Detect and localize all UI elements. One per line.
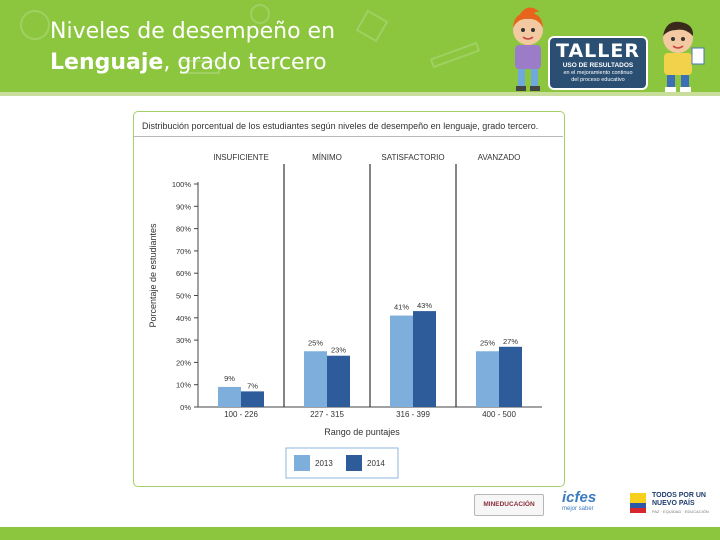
data-label: 41% [394,303,409,312]
x-tick-label: 400 - 500 [482,410,516,419]
title-bold: Lenguaje [50,50,164,75]
legend-swatch-2014 [346,455,362,471]
pais-line-1: TODOS POR UN [652,492,706,499]
legend-label: 2013 [315,459,333,468]
pais-line-2: NUEVO PAÍS [652,500,695,507]
mineducacion-text: MINEDUCACIÓN [483,501,535,508]
bar-2013 [476,351,499,407]
level-label: AVANZADO [478,153,521,162]
y-tick-label: 0% [180,403,191,412]
x-tick-label: 316 - 399 [396,410,430,419]
y-tick-label: 90% [176,202,191,211]
badge-description: en el mejoramiento continuo del proceso … [550,70,646,84]
data-label: 9% [224,374,235,383]
bar-2014 [413,311,436,407]
badge-subtitle: USO DE RESULTADOS [562,62,634,69]
data-label: 25% [308,338,323,347]
title-line-2: Lenguaje, grado tercero [50,47,430,78]
bar-2014 [241,391,264,407]
bar-2013 [390,315,413,407]
y-tick-label: 80% [176,225,191,234]
bar-chart: 0% 10% 20% 30% 40% 50% 60% 70% 80% 90% 100% Porcent… [148,153,542,479]
bar-2013 [218,386,241,407]
y-tick-label: 50% [176,292,191,301]
level-label: INSUFICIENTE [213,153,269,162]
doodle-circle [20,10,50,40]
footer-band [0,527,720,540]
legend-swatch-2013 [294,455,310,471]
title-line-1: Niveles de desempeño en [50,19,336,44]
caption-divider [134,136,563,137]
y-tick-label: 100% [172,180,192,189]
page-title: Niveles de desempeño en Lenguaje, grado … [50,16,430,78]
x-tick-label: 227 - 315 [310,410,344,419]
bar-2013 [304,351,327,407]
boy-illustration [663,21,705,92]
y-tick-label: 10% [176,381,191,390]
level-label: MÍNIMO [312,153,342,162]
doodle-pencil [429,41,481,69]
y-tick-label: 30% [176,336,191,345]
todos-por-un-nuevo-pais-logo: TODOS POR UN NUEVO PAÍS PAZ · EQUIDAD · … [628,489,709,519]
icfes-logo: icfes mejor saber [562,490,620,518]
bar-2014 [327,355,350,407]
level-label: SATISFACTORIO [381,153,444,162]
girl-illustration [513,7,543,91]
colombia-flag-icon [630,493,646,513]
bar-2014 [499,346,522,407]
pais-line-3: PAZ · EQUIDAD · EDUCACIÓN [652,509,709,514]
y-tick-label: 60% [176,269,191,278]
x-axis-title: Rango de puntajes [324,427,400,437]
data-label: 23% [331,346,346,355]
chart-title: Distribución porcentual de los estudiant… [142,121,539,131]
pais-text: TODOS POR UN NUEVO PAÍS PAZ · EQUIDAD · … [652,492,712,516]
y-axis-title: Porcentaje de estudiantes [148,223,158,328]
icfes-text: icfes [562,489,597,506]
mineducacion-logo: MINEDUCACIÓN [474,494,544,516]
data-label: 25% [480,338,495,347]
header-band: Niveles de desempeño en Lenguaje, grado … [0,0,720,92]
legend-label: 2014 [367,459,385,468]
data-label: 43% [417,301,432,310]
taller-badge: TALLER USO DE RESULTADOS en el mejoramie… [548,36,648,90]
y-tick-label: 70% [176,247,191,256]
y-tick-label: 20% [176,358,191,367]
doodle-rect [180,60,220,74]
chart-figure: Distribución porcentual de los estudiant… [133,111,565,487]
badge-title: TALLER [555,40,640,62]
data-label: 27% [503,337,518,346]
header-divider [0,92,720,96]
data-label: 7% [247,381,258,390]
badge-desc-line-1: en el mejoramiento continuo [563,70,633,76]
y-tick-label: 40% [176,314,191,323]
icfes-subtext: mejor saber [562,506,594,512]
title-rest: , grado tercero [163,50,327,75]
x-tick-label: 100 - 226 [224,410,258,419]
doodle-circle [250,4,270,24]
badge-desc-line-2: del proceso educativo [571,77,625,83]
